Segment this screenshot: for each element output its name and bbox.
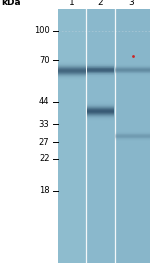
Bar	[87, 101, 114, 102]
Bar	[115, 67, 150, 68]
Bar	[58, 78, 86, 79]
Bar	[87, 102, 114, 103]
Bar	[58, 67, 86, 68]
Bar	[58, 76, 86, 77]
Bar	[87, 112, 114, 113]
Bar	[87, 67, 114, 68]
Text: 100: 100	[34, 26, 50, 35]
Bar	[87, 71, 114, 72]
Bar	[58, 68, 86, 69]
Bar	[87, 77, 114, 78]
Text: 33: 33	[39, 120, 50, 129]
Bar	[87, 108, 114, 109]
Bar	[87, 74, 114, 75]
Text: 70: 70	[39, 56, 50, 65]
Bar	[58, 72, 86, 73]
Bar	[115, 133, 150, 134]
Bar	[87, 76, 114, 77]
Bar	[87, 75, 114, 76]
Bar	[115, 134, 150, 135]
Bar	[115, 68, 150, 69]
Bar	[87, 63, 114, 64]
Text: 2: 2	[97, 0, 103, 7]
Bar	[58, 62, 86, 63]
Bar	[115, 137, 150, 138]
Bar	[115, 75, 150, 76]
Bar	[58, 61, 86, 62]
Bar	[115, 66, 150, 67]
Bar	[87, 120, 114, 121]
Bar	[87, 103, 114, 104]
Text: 18: 18	[39, 186, 50, 195]
Bar	[115, 69, 150, 70]
Text: 27: 27	[39, 138, 50, 147]
Bar	[115, 140, 150, 141]
Bar	[115, 136, 150, 137]
Bar	[87, 64, 114, 65]
Bar	[58, 79, 86, 80]
Bar	[58, 70, 86, 71]
Bar	[58, 9, 150, 263]
Bar	[58, 65, 86, 66]
Bar	[87, 70, 114, 71]
Bar	[115, 135, 150, 136]
Bar	[87, 116, 114, 117]
Bar	[58, 74, 86, 75]
Bar	[86, 9, 115, 263]
Bar	[58, 63, 86, 64]
Bar	[58, 73, 86, 74]
Bar	[87, 111, 114, 112]
Bar	[87, 104, 114, 105]
Bar	[87, 68, 114, 69]
Bar	[115, 72, 150, 73]
Bar	[115, 70, 150, 71]
Bar	[87, 72, 114, 73]
Bar	[87, 114, 114, 115]
Bar	[115, 132, 150, 133]
Bar	[58, 75, 86, 76]
Bar	[115, 74, 150, 75]
Text: 1: 1	[69, 0, 75, 7]
Bar	[87, 113, 114, 114]
Bar	[58, 71, 86, 72]
Bar	[115, 139, 150, 140]
Bar	[115, 138, 150, 139]
Bar	[87, 119, 114, 120]
Bar	[87, 107, 114, 108]
Bar	[115, 64, 150, 65]
Text: 44: 44	[39, 97, 50, 107]
Bar	[58, 66, 86, 67]
Bar	[115, 73, 150, 74]
Bar	[87, 109, 114, 110]
Bar	[58, 9, 86, 263]
Bar	[87, 106, 114, 107]
Bar	[87, 110, 114, 111]
Bar	[87, 62, 114, 63]
Bar	[115, 71, 150, 72]
Bar	[87, 65, 114, 66]
Bar	[87, 66, 114, 67]
Bar	[58, 69, 86, 70]
Bar	[58, 64, 86, 65]
Text: 22: 22	[39, 154, 50, 163]
Bar	[58, 77, 86, 78]
Text: kDa: kDa	[2, 0, 21, 7]
Bar	[115, 65, 150, 66]
Bar	[115, 9, 150, 263]
Bar	[87, 118, 114, 119]
Bar	[87, 73, 114, 74]
Bar	[87, 69, 114, 70]
Bar	[87, 105, 114, 106]
Text: 3: 3	[128, 0, 134, 7]
Bar	[87, 117, 114, 118]
Bar	[87, 115, 114, 116]
Bar	[115, 131, 150, 132]
